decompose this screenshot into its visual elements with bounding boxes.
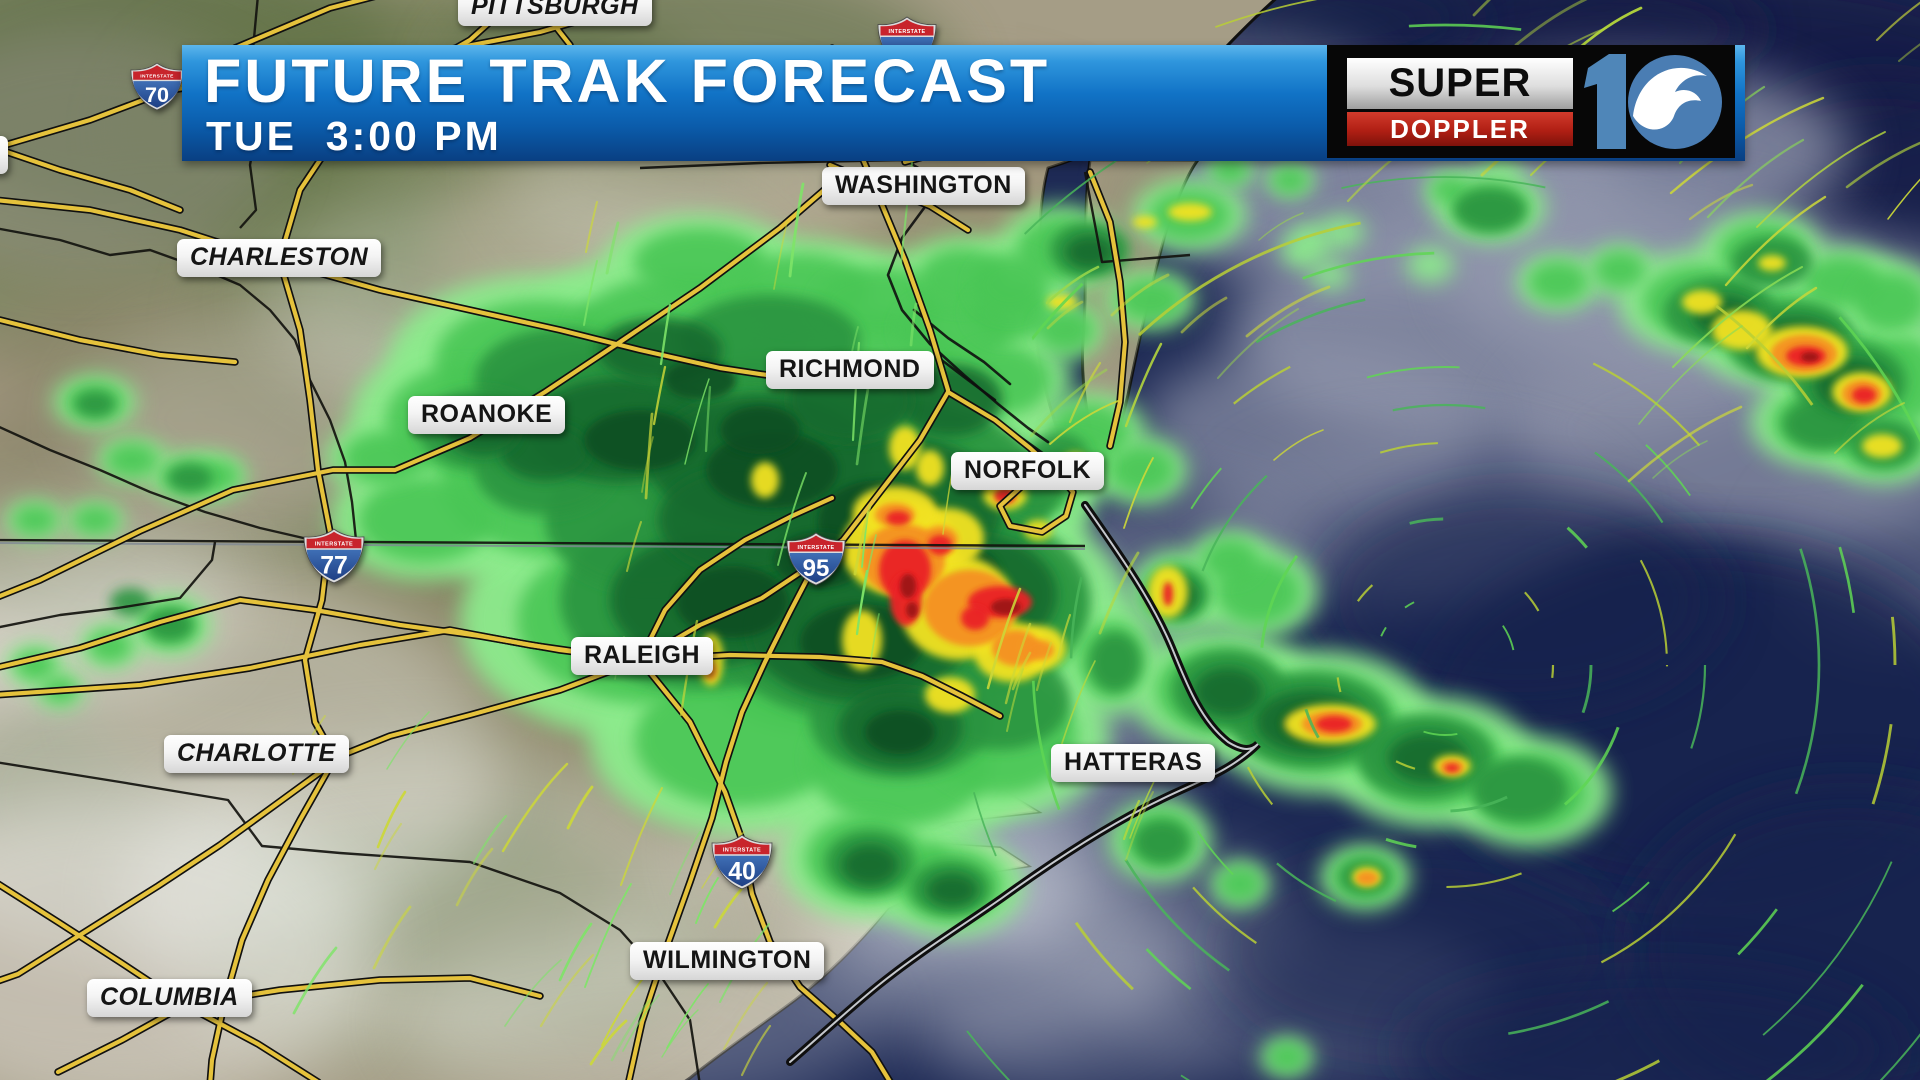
logo-doppler-text: DOPPLER [1347, 112, 1573, 146]
city-label-washington: WASHINGTON [822, 167, 1025, 205]
shield-number: 77 [320, 553, 348, 580]
shield-band-text: INTERSTATE [888, 29, 925, 35]
city-label-raleigh: RALEIGH [571, 637, 713, 675]
shield-band-text: INTERSTATE [315, 542, 353, 548]
shield-band-text: INTERSTATE [797, 545, 834, 551]
city-label-roanoke: ROANOKE [408, 396, 566, 434]
interstate-70-shield-icon: INTERSTATE 70 [130, 62, 184, 111]
shield-number: 70 [145, 82, 169, 107]
interstate-77-shield-icon: INTERSTATE 77 [303, 528, 365, 584]
forecast-title: FUTURE TRAK FORECAST [204, 47, 1051, 115]
forecast-timestamp: TUE 3:00 PM [206, 113, 502, 159]
city-label-norfolk: NORFOLK [951, 452, 1105, 490]
shield-number: 95 [803, 555, 830, 582]
shield-number: 40 [728, 859, 756, 886]
shield-band-text: INTERSTATE [140, 74, 174, 80]
city-label-hatteras: HATTERAS [1051, 744, 1216, 782]
interstate-95-shield-icon: INTERSTATE 95 [786, 532, 846, 586]
city-label-charlotte: CHARLOTTE [164, 735, 349, 773]
logo-super-text: SUPER [1347, 58, 1573, 109]
forecast-banner: FUTURE TRAK FORECAST TUE 3:00 PM SUPER D… [182, 45, 1745, 161]
city-label-charleston: CHARLESTON [177, 239, 382, 277]
city-label-columbia: COLUMBIA [87, 979, 252, 1017]
city-label-wilmington: WILMINGTON [630, 942, 825, 980]
interstate-40-shield-icon: INTERSTATE 40 [711, 834, 773, 890]
city-label-richmond: RICHMOND [766, 351, 934, 389]
station-10-wave-icon [1584, 54, 1722, 149]
outer-banks-highlight [789, 504, 1259, 1063]
city-label-cincinnati-partial: ATI [0, 136, 8, 174]
city-label-pittsburgh: PITTSBURGH [458, 0, 652, 26]
shield-band-text: INTERSTATE [723, 848, 761, 854]
super-doppler-10-logo: SUPER DOPPLER [1327, 45, 1735, 158]
